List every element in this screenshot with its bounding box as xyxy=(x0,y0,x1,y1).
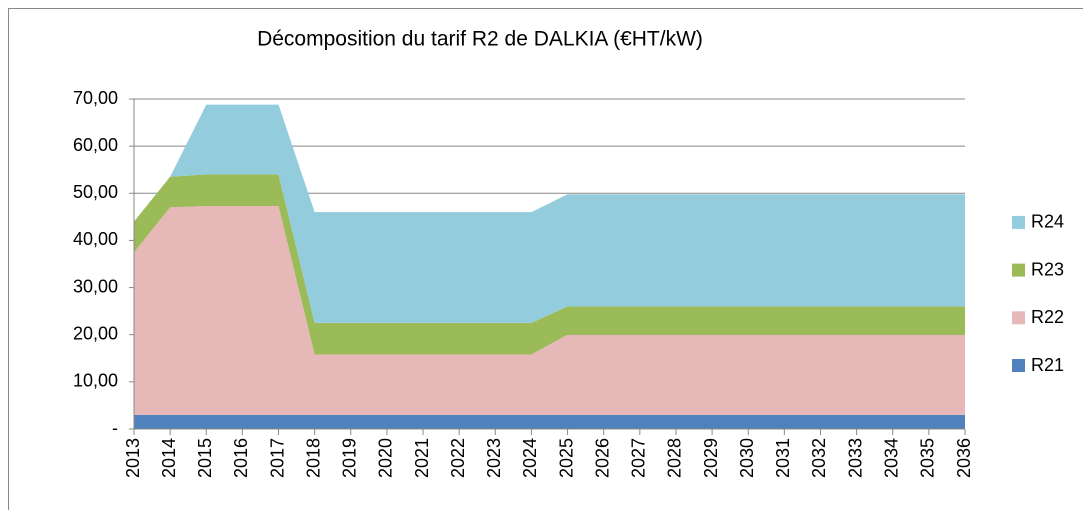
x-tick-label: 2016 xyxy=(231,438,251,478)
x-tick-label: 2025 xyxy=(556,438,576,478)
x-tick-label: 2027 xyxy=(629,438,649,478)
y-tick-label: 50,00 xyxy=(73,182,118,202)
x-tick-label: 2022 xyxy=(448,438,468,478)
x-tick-label: 2035 xyxy=(918,438,938,478)
areas xyxy=(134,104,965,429)
x-tick-label: 2032 xyxy=(809,438,829,478)
x-tick-label: 2015 xyxy=(195,438,215,478)
legend-swatch xyxy=(1012,215,1025,229)
legend-swatch xyxy=(1012,311,1025,325)
x-tick-label: 2020 xyxy=(376,438,396,478)
legend-label: R21 xyxy=(1031,355,1064,375)
y-tick-label: 10,00 xyxy=(73,371,118,391)
area xyxy=(134,206,965,415)
x-tick-label: 2021 xyxy=(412,438,432,478)
legend-swatch xyxy=(1012,359,1025,372)
x-tick-label: 2031 xyxy=(773,438,793,478)
x-tick-label: 2030 xyxy=(737,438,757,478)
chart-title: Décomposition du tarif R2 de DALKIA (€HT… xyxy=(257,28,703,51)
area xyxy=(134,414,965,429)
x-tick-label: 2019 xyxy=(340,438,360,478)
y-tick-label: 20,00 xyxy=(73,323,118,343)
legend-swatch xyxy=(1012,263,1025,277)
y-tick-label: 40,00 xyxy=(73,229,118,249)
x-tick-label: 2029 xyxy=(701,438,721,478)
x-tick-label: 2013 xyxy=(123,438,143,478)
y-tick-label: 60,00 xyxy=(73,135,118,155)
x-tick-label: 2014 xyxy=(159,438,179,478)
x-tick-label: 2024 xyxy=(520,438,540,478)
legend-label: R22 xyxy=(1031,307,1064,327)
legend-label: R24 xyxy=(1031,212,1064,232)
area xyxy=(134,174,965,355)
x-tick-label: 2017 xyxy=(267,438,287,478)
y-tick-label: 70,00 xyxy=(73,88,118,108)
legend-label: R23 xyxy=(1031,259,1064,279)
x-tick-label: 2023 xyxy=(484,438,504,478)
y-tick-label: - xyxy=(112,418,118,438)
y-tick-label: 30,00 xyxy=(73,276,118,296)
x-tick-label: 2033 xyxy=(845,438,865,478)
area xyxy=(134,104,965,323)
x-tick-label: 2028 xyxy=(665,438,685,478)
x-tick-label: 2034 xyxy=(881,438,901,478)
x-tick-label: 2036 xyxy=(954,438,974,478)
x-tick-label: 2018 xyxy=(303,438,323,478)
x-tick-label: 2026 xyxy=(592,438,612,478)
